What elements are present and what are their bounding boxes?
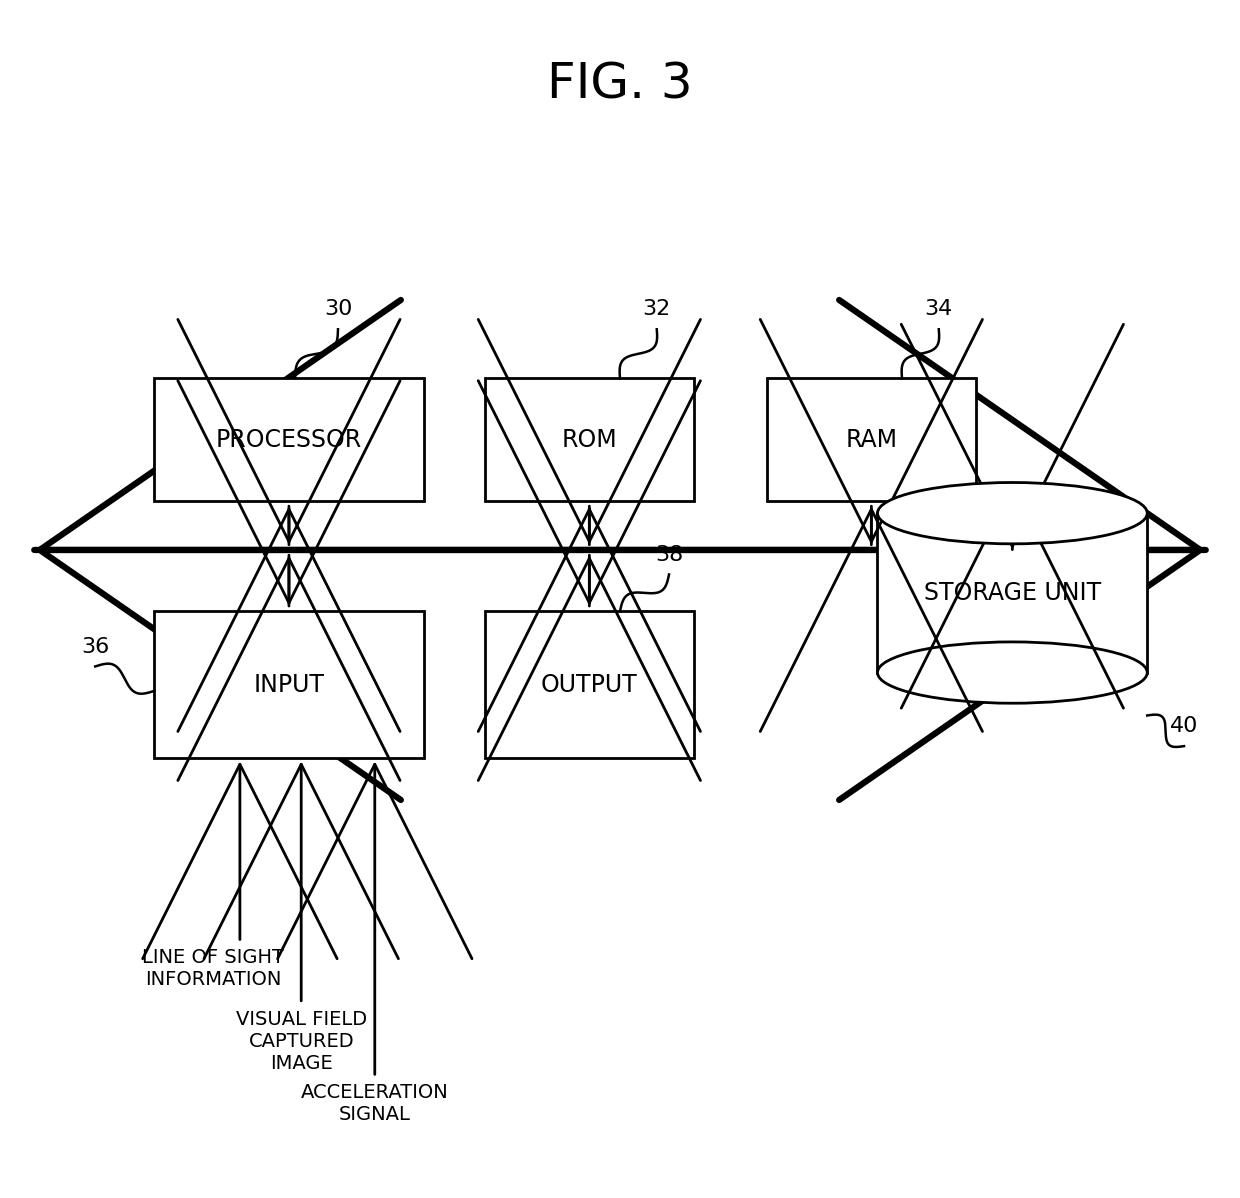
Bar xyxy=(154,379,424,501)
Ellipse shape xyxy=(878,642,1147,703)
Text: 30: 30 xyxy=(324,300,352,320)
Text: 34: 34 xyxy=(925,300,952,320)
Text: RAM: RAM xyxy=(846,428,898,452)
Bar xyxy=(485,611,693,758)
Text: OUTPUT: OUTPUT xyxy=(541,673,637,697)
Text: 36: 36 xyxy=(81,636,109,657)
Text: PROCESSOR: PROCESSOR xyxy=(216,428,362,452)
Text: INPUT: INPUT xyxy=(253,673,325,697)
Text: STORAGE UNIT: STORAGE UNIT xyxy=(924,581,1101,605)
Ellipse shape xyxy=(878,483,1147,544)
Bar xyxy=(485,379,693,501)
Text: 38: 38 xyxy=(655,545,683,564)
Text: VISUAL FIELD
CAPTURED
IMAGE: VISUAL FIELD CAPTURED IMAGE xyxy=(236,1010,367,1072)
Text: ACCELERATION
SIGNAL: ACCELERATION SIGNAL xyxy=(301,1083,449,1124)
Bar xyxy=(154,611,424,758)
Bar xyxy=(878,513,1147,672)
Bar xyxy=(768,379,976,501)
Text: ROM: ROM xyxy=(562,428,618,452)
Text: FIG. 3: FIG. 3 xyxy=(547,60,693,108)
Text: 32: 32 xyxy=(642,300,671,320)
Text: 40: 40 xyxy=(1169,716,1198,737)
Text: LINE OF SIGHT
INFORMATION: LINE OF SIGHT INFORMATION xyxy=(141,949,284,990)
Bar xyxy=(880,513,1145,672)
